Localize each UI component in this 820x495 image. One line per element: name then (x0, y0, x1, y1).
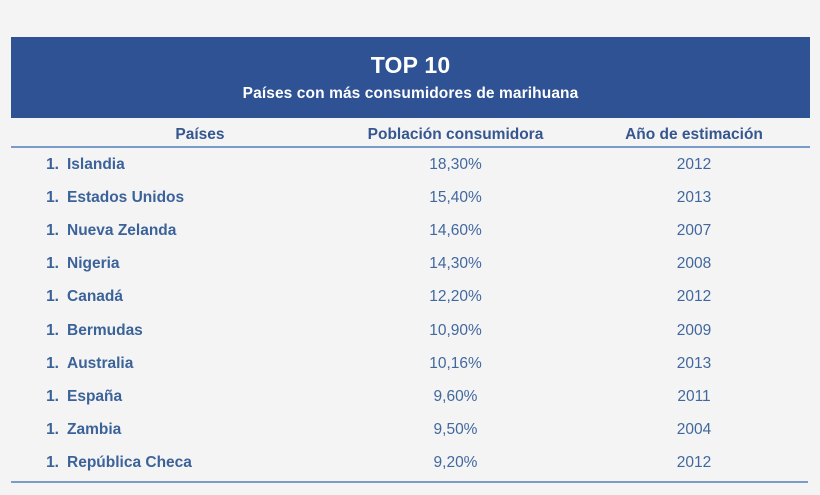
cell-year: 2012 (676, 155, 712, 173)
cell-rank: 1. (46, 454, 59, 472)
table-row: 1. Nueva Zelanda 14,60% 2007 (11, 214, 810, 247)
cell-population: 9,50% (433, 421, 478, 439)
cell-country: Bermudas (67, 321, 143, 339)
column-header-population: Población consumidora (367, 126, 544, 143)
cell-population: 18,30% (429, 155, 482, 173)
cell-country: Estados Unidos (67, 188, 185, 206)
cell-population: 10,90% (429, 321, 482, 339)
banner-title: TOP 10 (370, 52, 451, 79)
cell-year: 2012 (676, 288, 712, 306)
table-row: 1. República Checa 9,20% 2012 (11, 447, 810, 480)
table-row: 1. Nigeria 14,30% 2008 (11, 248, 810, 281)
cell-country: Nueva Zelanda (67, 221, 177, 239)
table-header-row: Países Población consumidora Año de esti… (11, 124, 810, 148)
cell-rank: 1. (46, 255, 59, 273)
cell-year: 2009 (676, 321, 712, 339)
cell-country: Islandia (67, 155, 125, 173)
cell-year: 2011 (677, 387, 711, 405)
table-row: 1. Bermudas 10,90% 2009 (11, 314, 810, 347)
banner-subtitle: Países con más consumidores de marihuana (242, 84, 579, 102)
cell-year: 2013 (676, 354, 712, 372)
cell-population: 9,60% (433, 387, 478, 405)
cell-country: España (67, 387, 123, 405)
cell-rank: 1. (46, 188, 59, 206)
cell-year: 2008 (676, 255, 712, 273)
cell-country: Nigeria (67, 255, 120, 273)
table-row: 1. Estados Unidos 15,40% 2013 (11, 181, 810, 214)
ranking-table: Países Población consumidora Año de esti… (11, 124, 810, 480)
cell-population: 15,40% (429, 188, 482, 206)
table-banner: TOP 10 Países con más consumidores de ma… (11, 37, 810, 118)
cell-population: 10,16% (429, 354, 482, 372)
cell-rank: 1. (46, 221, 59, 239)
table-row: 1. Australia 10,16% 2013 (11, 347, 810, 380)
cell-country: Zambia (67, 421, 122, 439)
cell-rank: 1. (46, 421, 59, 439)
cell-population: 12,20% (429, 288, 482, 306)
cell-population: 14,60% (429, 221, 482, 239)
cell-rank: 1. (46, 155, 59, 173)
cell-country: Canadá (67, 288, 123, 306)
cell-year: 2013 (676, 188, 712, 206)
column-header-country: Países (175, 126, 225, 143)
cell-population: 14,30% (429, 255, 482, 273)
table-row: 1. España 9,60% 2011 (11, 380, 810, 413)
cell-rank: 1. (46, 288, 59, 306)
cell-country: Australia (67, 354, 134, 372)
cell-rank: 1. (46, 387, 59, 405)
cell-population: 9,20% (433, 454, 478, 472)
cell-year: 2012 (676, 454, 712, 472)
cell-year: 2007 (676, 221, 712, 239)
table-row: 1. Zambia 9,50% 2004 (11, 414, 810, 447)
cell-rank: 1. (46, 354, 59, 372)
cell-country: República Checa (67, 454, 192, 472)
table-bottom-rule (11, 481, 808, 483)
table-row: 1. Canadá 12,20% 2012 (11, 281, 810, 314)
table-row: 1. Islandia 18,30% 2012 (11, 148, 810, 181)
cell-year: 2004 (676, 421, 712, 439)
cell-rank: 1. (46, 321, 59, 339)
column-header-year: Año de estimación (625, 126, 763, 143)
